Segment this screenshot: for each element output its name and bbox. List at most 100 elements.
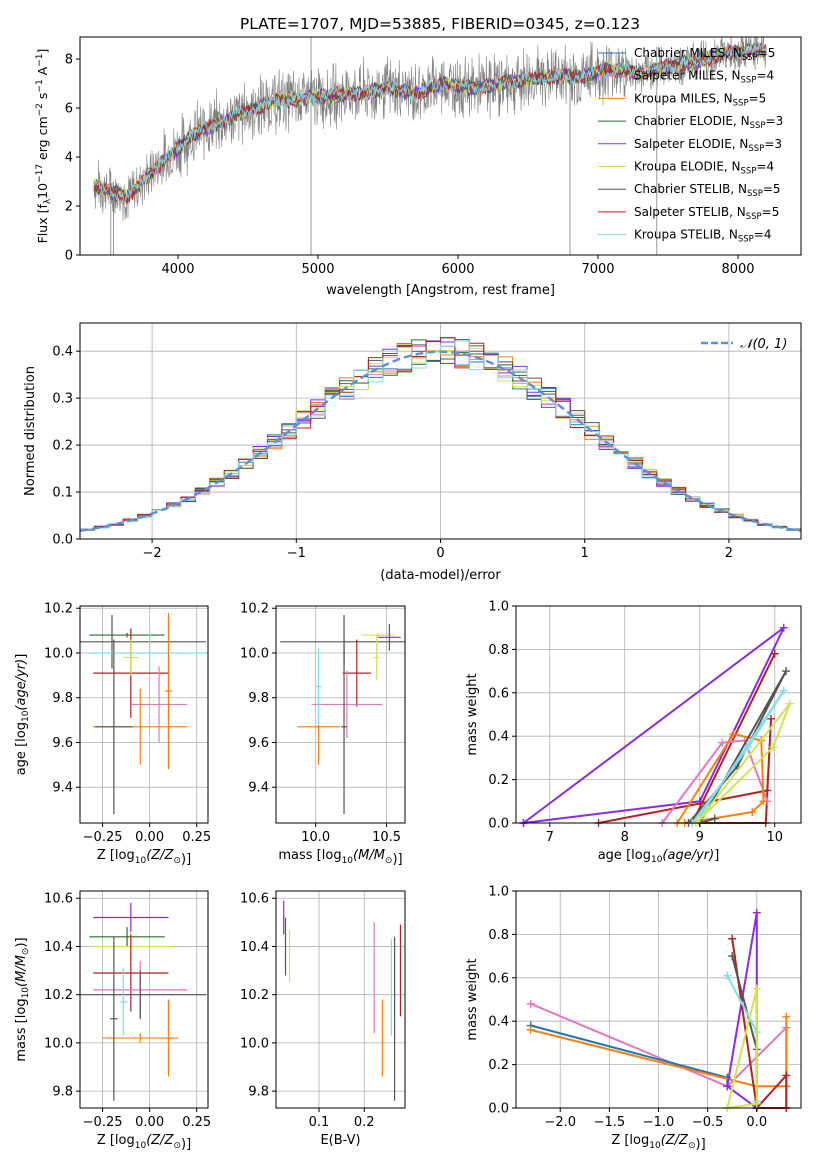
y-axis-label: mass weight xyxy=(465,673,480,755)
mass-weight-marker xyxy=(763,786,772,795)
residuals-plot-area xyxy=(80,337,801,533)
axes-frame xyxy=(275,605,406,824)
legend-label: Kroupa STELIB, NSSP=4 xyxy=(634,228,772,245)
mass-weight-marker xyxy=(759,797,768,806)
y-tick-label: 10.0 xyxy=(240,1036,269,1051)
y-tick-label: 0.4 xyxy=(488,730,509,745)
x-axis-label: E(B-V) xyxy=(320,1133,360,1148)
x-tick-label: 0.00 xyxy=(135,830,164,845)
y-tick-label: 0.6 xyxy=(488,686,509,701)
age-vs-mass-panel: 10.0 10.5 9.4 9.6 9.8 10.0 10.2 mass [log10(M/M… xyxy=(240,602,406,867)
mass-weight-marker xyxy=(782,1071,791,1080)
y-tick-label: 0.0 xyxy=(52,533,73,548)
x-tick-label: −2 xyxy=(143,546,162,561)
mass-weight-marker xyxy=(526,999,535,1008)
mass-weight-marker xyxy=(748,808,757,817)
x-tick-label: 10.5 xyxy=(372,830,401,845)
y-tick-label: 0.0 xyxy=(488,817,509,832)
x-tick-label: 5000 xyxy=(301,262,334,277)
x-tick-label: 10 xyxy=(766,830,783,845)
mass-vs-Z-plot-area xyxy=(80,903,207,1101)
x-tick-label: 0.25 xyxy=(182,1115,211,1130)
model-spectrum-chabrier_stelib xyxy=(93,43,767,203)
y-axis-label: age [log10(age/yr)] xyxy=(14,654,31,776)
mass-weight-marker xyxy=(767,714,775,723)
legend-label: 𝒩(0, 1) xyxy=(740,337,787,352)
model-spectrum-kroupa_stelib xyxy=(93,41,767,205)
age-vs-Z-plot-area xyxy=(80,612,208,815)
y-tick-label: 10.2 xyxy=(240,602,269,617)
mass-weight-marker xyxy=(718,738,727,747)
y-tick-label: 10.4 xyxy=(44,940,73,955)
mass-weight-marker xyxy=(723,971,732,980)
y-tick-label: 0.1 xyxy=(52,486,73,501)
x-tick-label: 0.1 xyxy=(309,1115,330,1130)
y-tick-label: 0.3 xyxy=(52,392,73,407)
x-axis-label: age [log10(age/yr)] xyxy=(598,848,720,865)
y-tick-label: 9.6 xyxy=(52,736,73,751)
spectrum-panel: 4000 5000 6000 7000 8000 0 2 4 6 8 wavelength [Ang… xyxy=(35,36,802,298)
y-tick-label: 10.4 xyxy=(240,940,269,955)
massweight-vs-Z-panel: −2.0 −1.5 −1.0 −0.5 0.0 0.0 0.2 0.4 0.6 0.8 1.0 Z [… xyxy=(465,885,802,1152)
y-tick-label: 6 xyxy=(65,102,73,117)
x-axis-label: Z [log10(Z/Z⊙)] xyxy=(97,848,191,867)
y-tick-label: 9.8 xyxy=(52,1085,73,1100)
model-spectrum-salpeter_stelib xyxy=(93,41,767,206)
y-axis-label: mass weight xyxy=(465,958,480,1040)
legend-label: Chabrier MILES, NSSP=5 xyxy=(634,46,775,63)
y-tick-label: 9.8 xyxy=(52,691,73,706)
x-tick-label: 0.25 xyxy=(182,830,211,845)
mass-weight-marker xyxy=(728,952,737,961)
y-tick-label: 10.2 xyxy=(44,988,73,1003)
x-tick-label: 0.00 xyxy=(135,1115,164,1130)
x-tick-label: −0.25 xyxy=(83,830,123,845)
y-tick-label: 10.0 xyxy=(44,646,73,661)
x-tick-label: −0.25 xyxy=(83,1115,123,1130)
x-tick-label: −2.0 xyxy=(544,1115,576,1130)
mass-weight-line-kroupa_miles xyxy=(676,732,765,824)
mass-vs-Z-panel: −0.25 0.00 0.25 9.8 10.0 10.2 10.4 10.6 Z [log10… xyxy=(14,890,211,1152)
mass-weight-line-kroupa_elodie xyxy=(695,702,791,824)
mass-weight-marker xyxy=(752,1099,761,1108)
y-tick-label: 9.4 xyxy=(248,781,269,796)
axes-frame xyxy=(79,36,802,256)
y-tick-label: 10.0 xyxy=(240,646,269,661)
mass-weight-marker xyxy=(785,699,794,708)
x-tick-label: −1.5 xyxy=(594,1115,626,1130)
y-tick-label: 9.4 xyxy=(52,781,73,796)
x-tick-label: 7000 xyxy=(581,262,614,277)
x-axis-label: Z [log10(Z/Z⊙)] xyxy=(611,1133,705,1152)
x-tick-label: 0.2 xyxy=(354,1115,375,1130)
x-tick-label: −1.0 xyxy=(643,1115,675,1130)
y-tick-label: 10.6 xyxy=(44,892,73,907)
age-vs-Z-panel: −0.25 0.00 0.25 9.4 9.6 9.8 10.0 10.2 Z [log10(Z… xyxy=(14,602,211,867)
legend-label: Kroupa ELODIE, NSSP=4 xyxy=(634,160,774,177)
y-tick-label: 0.0 xyxy=(488,1102,509,1117)
x-axis-label: (data-model)/error xyxy=(380,568,501,583)
axes-frame xyxy=(275,890,406,1109)
residual-histogram-kroupa_stelib xyxy=(80,340,801,533)
y-tick-label: 10.2 xyxy=(44,602,73,617)
mass-weight-marker xyxy=(752,984,761,993)
mass-weight-marker xyxy=(729,730,738,739)
y-tick-label: 8 xyxy=(65,53,73,68)
x-axis-label: mass [log10(M/M⊙)] xyxy=(278,848,402,867)
y-tick-label: 4 xyxy=(65,151,73,166)
spectrum-legend: Chabrier MILES, NSSP=5 Salpeter MILES, NS… xyxy=(598,46,783,245)
x-tick-label: 0 xyxy=(436,546,444,561)
mass-weight-marker xyxy=(782,1012,791,1021)
mass-weight-marker xyxy=(723,1082,732,1091)
residuals-panel: −2 −1 0 1 2 0.0 0.1 0.2 0.3 0.4 (data-model)/error… xyxy=(23,322,802,583)
massweight-vs-age-panel: 7 8 9 10 0.0 0.2 0.4 0.6 0.8 1.0 age [log10(age/yr… xyxy=(465,600,802,865)
y-tick-label: 1.0 xyxy=(488,600,509,615)
mass-weight-marker xyxy=(769,743,778,752)
x-tick-label: −0.5 xyxy=(692,1115,724,1130)
y-axis-label: mass [log10(M/M⊙)] xyxy=(14,937,31,1061)
x-tick-label: 0.0 xyxy=(746,1115,767,1130)
mass-weight-marker xyxy=(710,814,719,823)
mass-weight-marker xyxy=(752,908,761,917)
mass-weight-marker xyxy=(779,623,788,632)
y-tick-label: 0.8 xyxy=(488,643,509,658)
x-tick-label: 6000 xyxy=(441,262,474,277)
